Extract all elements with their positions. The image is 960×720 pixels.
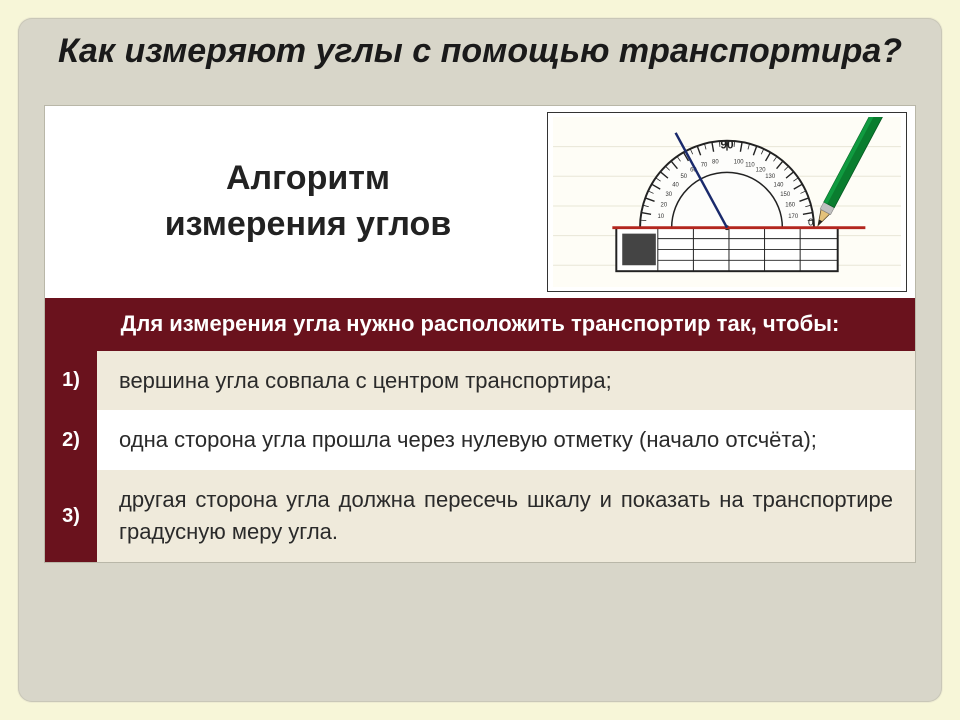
page-title: Как измеряют углы с помощью транспортира… xyxy=(44,32,916,71)
step-text-3: другая сторона угла должна пересечь шкал… xyxy=(97,470,915,562)
svg-text:110: 110 xyxy=(745,163,755,169)
svg-text:50: 50 xyxy=(681,174,688,180)
svg-text:80: 80 xyxy=(712,159,719,165)
svg-text:10: 10 xyxy=(658,214,665,220)
subtitle-line-1: Алгоритм xyxy=(81,156,535,202)
steps-table: 1) вершина угла совпала с центром трансп… xyxy=(45,351,915,563)
svg-text:120: 120 xyxy=(756,167,767,173)
svg-text:170: 170 xyxy=(788,214,799,220)
protractor-figure: 90 1020304050607080100110120130140150160… xyxy=(547,112,907,292)
svg-text:150: 150 xyxy=(780,192,791,198)
top-label: 90 xyxy=(720,138,734,152)
step-text-1: вершина угла совпала с центром транспорт… xyxy=(97,351,915,411)
svg-text:130: 130 xyxy=(765,174,776,180)
step-num-3: 3) xyxy=(45,470,97,562)
subtitle-line-2: измерения углов xyxy=(81,202,535,248)
svg-text:40: 40 xyxy=(672,182,679,188)
step-num-1: 1) xyxy=(45,351,97,411)
protractor-svg: 90 1020304050607080100110120130140150160… xyxy=(552,117,902,287)
slide-card: Как измеряют углы с помощью транспортира… xyxy=(18,18,942,702)
svg-text:20: 20 xyxy=(661,203,668,209)
intro-bar: Для измерения угла нужно расположить тра… xyxy=(45,298,915,351)
svg-text:140: 140 xyxy=(774,182,785,188)
content-panel: Алгоритм измерения углов xyxy=(44,105,916,563)
hero-row: Алгоритм измерения углов xyxy=(45,106,915,298)
subtitle: Алгоритм измерения углов xyxy=(81,156,547,248)
ruler xyxy=(616,228,837,271)
svg-text:30: 30 xyxy=(665,192,672,198)
svg-text:160: 160 xyxy=(785,203,796,209)
step-text-2: одна сторона угла прошла через нулевую о… xyxy=(97,410,915,470)
svg-text:70: 70 xyxy=(701,163,708,169)
step-num-2: 2) xyxy=(45,410,97,470)
svg-text:100: 100 xyxy=(734,159,745,165)
